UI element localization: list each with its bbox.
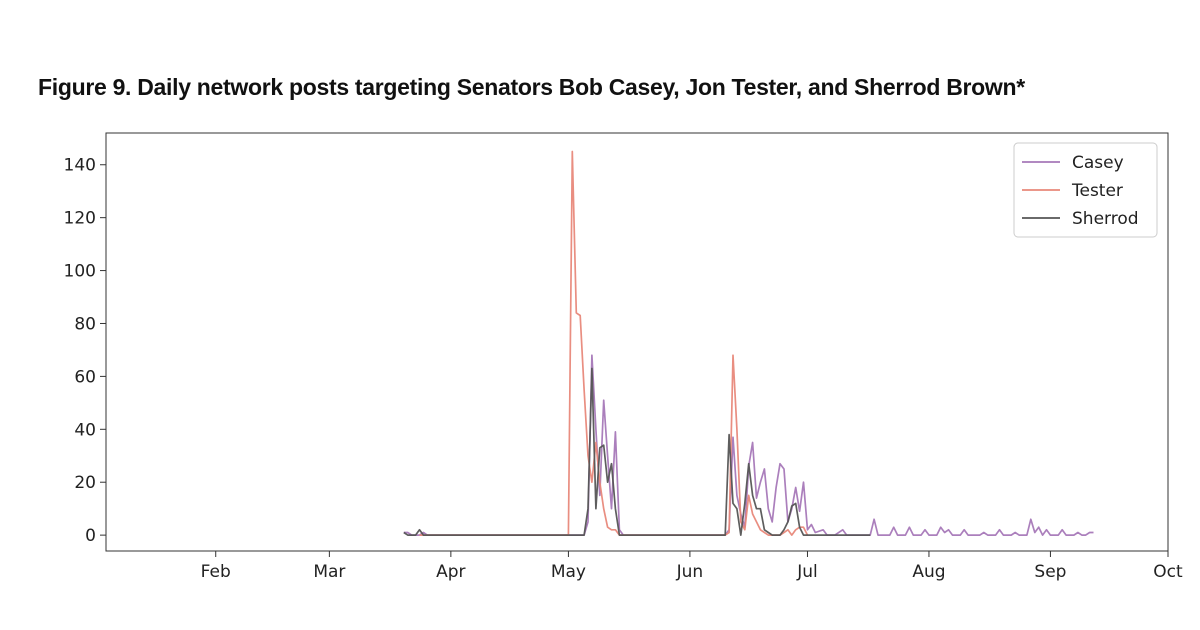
x-axis-ticks: Feb Mar Apr May Jun Jul Aug Sep Oct: [201, 551, 1183, 582]
x-tick: Jul: [796, 551, 818, 582]
x-tick-label: Jul: [796, 562, 818, 582]
x-tick-label: Feb: [201, 562, 231, 582]
y-tick-label: 0: [85, 526, 96, 546]
y-tick-label: 20: [74, 473, 96, 493]
legend-item-casey: Casey: [1022, 153, 1124, 173]
y-tick-label: 140: [64, 156, 96, 176]
legend-label: Casey: [1072, 153, 1124, 173]
y-axis-ticks: 0 20 40 60 80 100 120 140: [64, 156, 106, 546]
y-tick: 100: [64, 262, 106, 282]
legend-box: [1013, 142, 1158, 238]
x-tick-label: Apr: [436, 562, 465, 582]
x-tick: Mar: [313, 551, 345, 582]
plot-area-frame: [105, 132, 1169, 552]
x-tick-label: Mar: [313, 562, 345, 582]
y-tick: 80: [74, 314, 106, 334]
x-tick-label: Sep: [1034, 562, 1066, 582]
x-tick: Jun: [676, 551, 704, 582]
x-tick-label: May: [551, 562, 586, 582]
legend-label: Sherrod: [1072, 209, 1139, 229]
y-tick: 20: [74, 473, 106, 493]
x-tick-label: Aug: [912, 562, 945, 582]
series-line-tester: [419, 150, 809, 536]
chart-legend: Casey Tester Sherrod: [1013, 142, 1158, 238]
y-tick-label: 80: [74, 314, 96, 334]
series-lines: [403, 150, 1094, 536]
x-tick-label: Oct: [1153, 562, 1183, 582]
x-tick: Sep: [1034, 551, 1066, 582]
y-tick-label: 40: [74, 420, 96, 440]
legend-item-sherrod: Sherrod: [1022, 209, 1139, 229]
x-tick: Apr: [436, 551, 466, 582]
x-tick: Oct: [1153, 551, 1183, 582]
y-tick: 0: [85, 526, 106, 546]
y-tick: 40: [74, 420, 106, 440]
legend-label: Tester: [1071, 181, 1123, 201]
figure-title: Figure 9. Daily network posts targeting …: [38, 74, 1025, 100]
x-tick: May: [551, 551, 586, 582]
y-tick-label: 120: [64, 209, 96, 229]
x-tick: Aug: [912, 551, 946, 582]
y-tick-label: 100: [64, 262, 96, 282]
series-line-casey: [403, 354, 1094, 536]
y-tick: 60: [74, 367, 106, 387]
y-tick: 120: [64, 209, 106, 229]
x-tick-label: Jun: [676, 562, 704, 582]
legend-item-tester: Tester: [1022, 181, 1123, 201]
x-tick: Feb: [201, 551, 231, 582]
y-tick-label: 60: [74, 367, 96, 387]
y-tick: 140: [64, 156, 106, 176]
series-line-sherrod: [403, 367, 871, 536]
